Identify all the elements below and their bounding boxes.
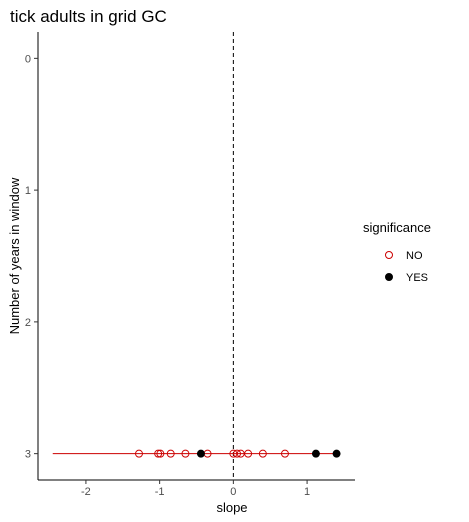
data-point-no [181,449,190,458]
y-axis-ticks: 0 1 2 3 [25,53,38,461]
legend-no-marker [385,251,393,259]
y-tick-label: 3 [25,449,31,461]
data-point-yes [196,449,205,458]
data-point-no [154,449,163,458]
data-point-yes [332,449,341,458]
data-point-no [258,449,267,458]
x-tick-label: -1 [155,486,165,498]
chart-title: tick adults in grid GC [10,7,167,26]
y-tick-label: 1 [25,185,31,197]
data-point-yes [311,449,320,458]
data-point-no [233,449,242,458]
legend-no-label: NO [406,250,423,262]
x-tick-label: -2 [81,486,91,498]
y-tick-label: 2 [25,317,31,329]
legend-yes-label: YES [406,272,428,284]
y-tick-label: 0 [25,53,31,65]
data-point-no [280,449,289,458]
legend-yes-marker [385,273,393,281]
x-axis-title: slope [216,500,247,515]
x-tick-label: 0 [230,486,236,498]
x-tick-label: 1 [304,486,310,498]
data-point-no [166,449,175,458]
x-axis-ticks: -2 -1 0 1 [81,480,310,498]
data-point-no [134,449,143,458]
y-axis-title: Number of years in window [7,177,22,334]
data-point-no [244,449,253,458]
legend-title: significance [363,220,431,235]
plot-area [52,32,341,480]
legend: significance NO YES [363,220,431,284]
data-point-no [156,449,165,458]
